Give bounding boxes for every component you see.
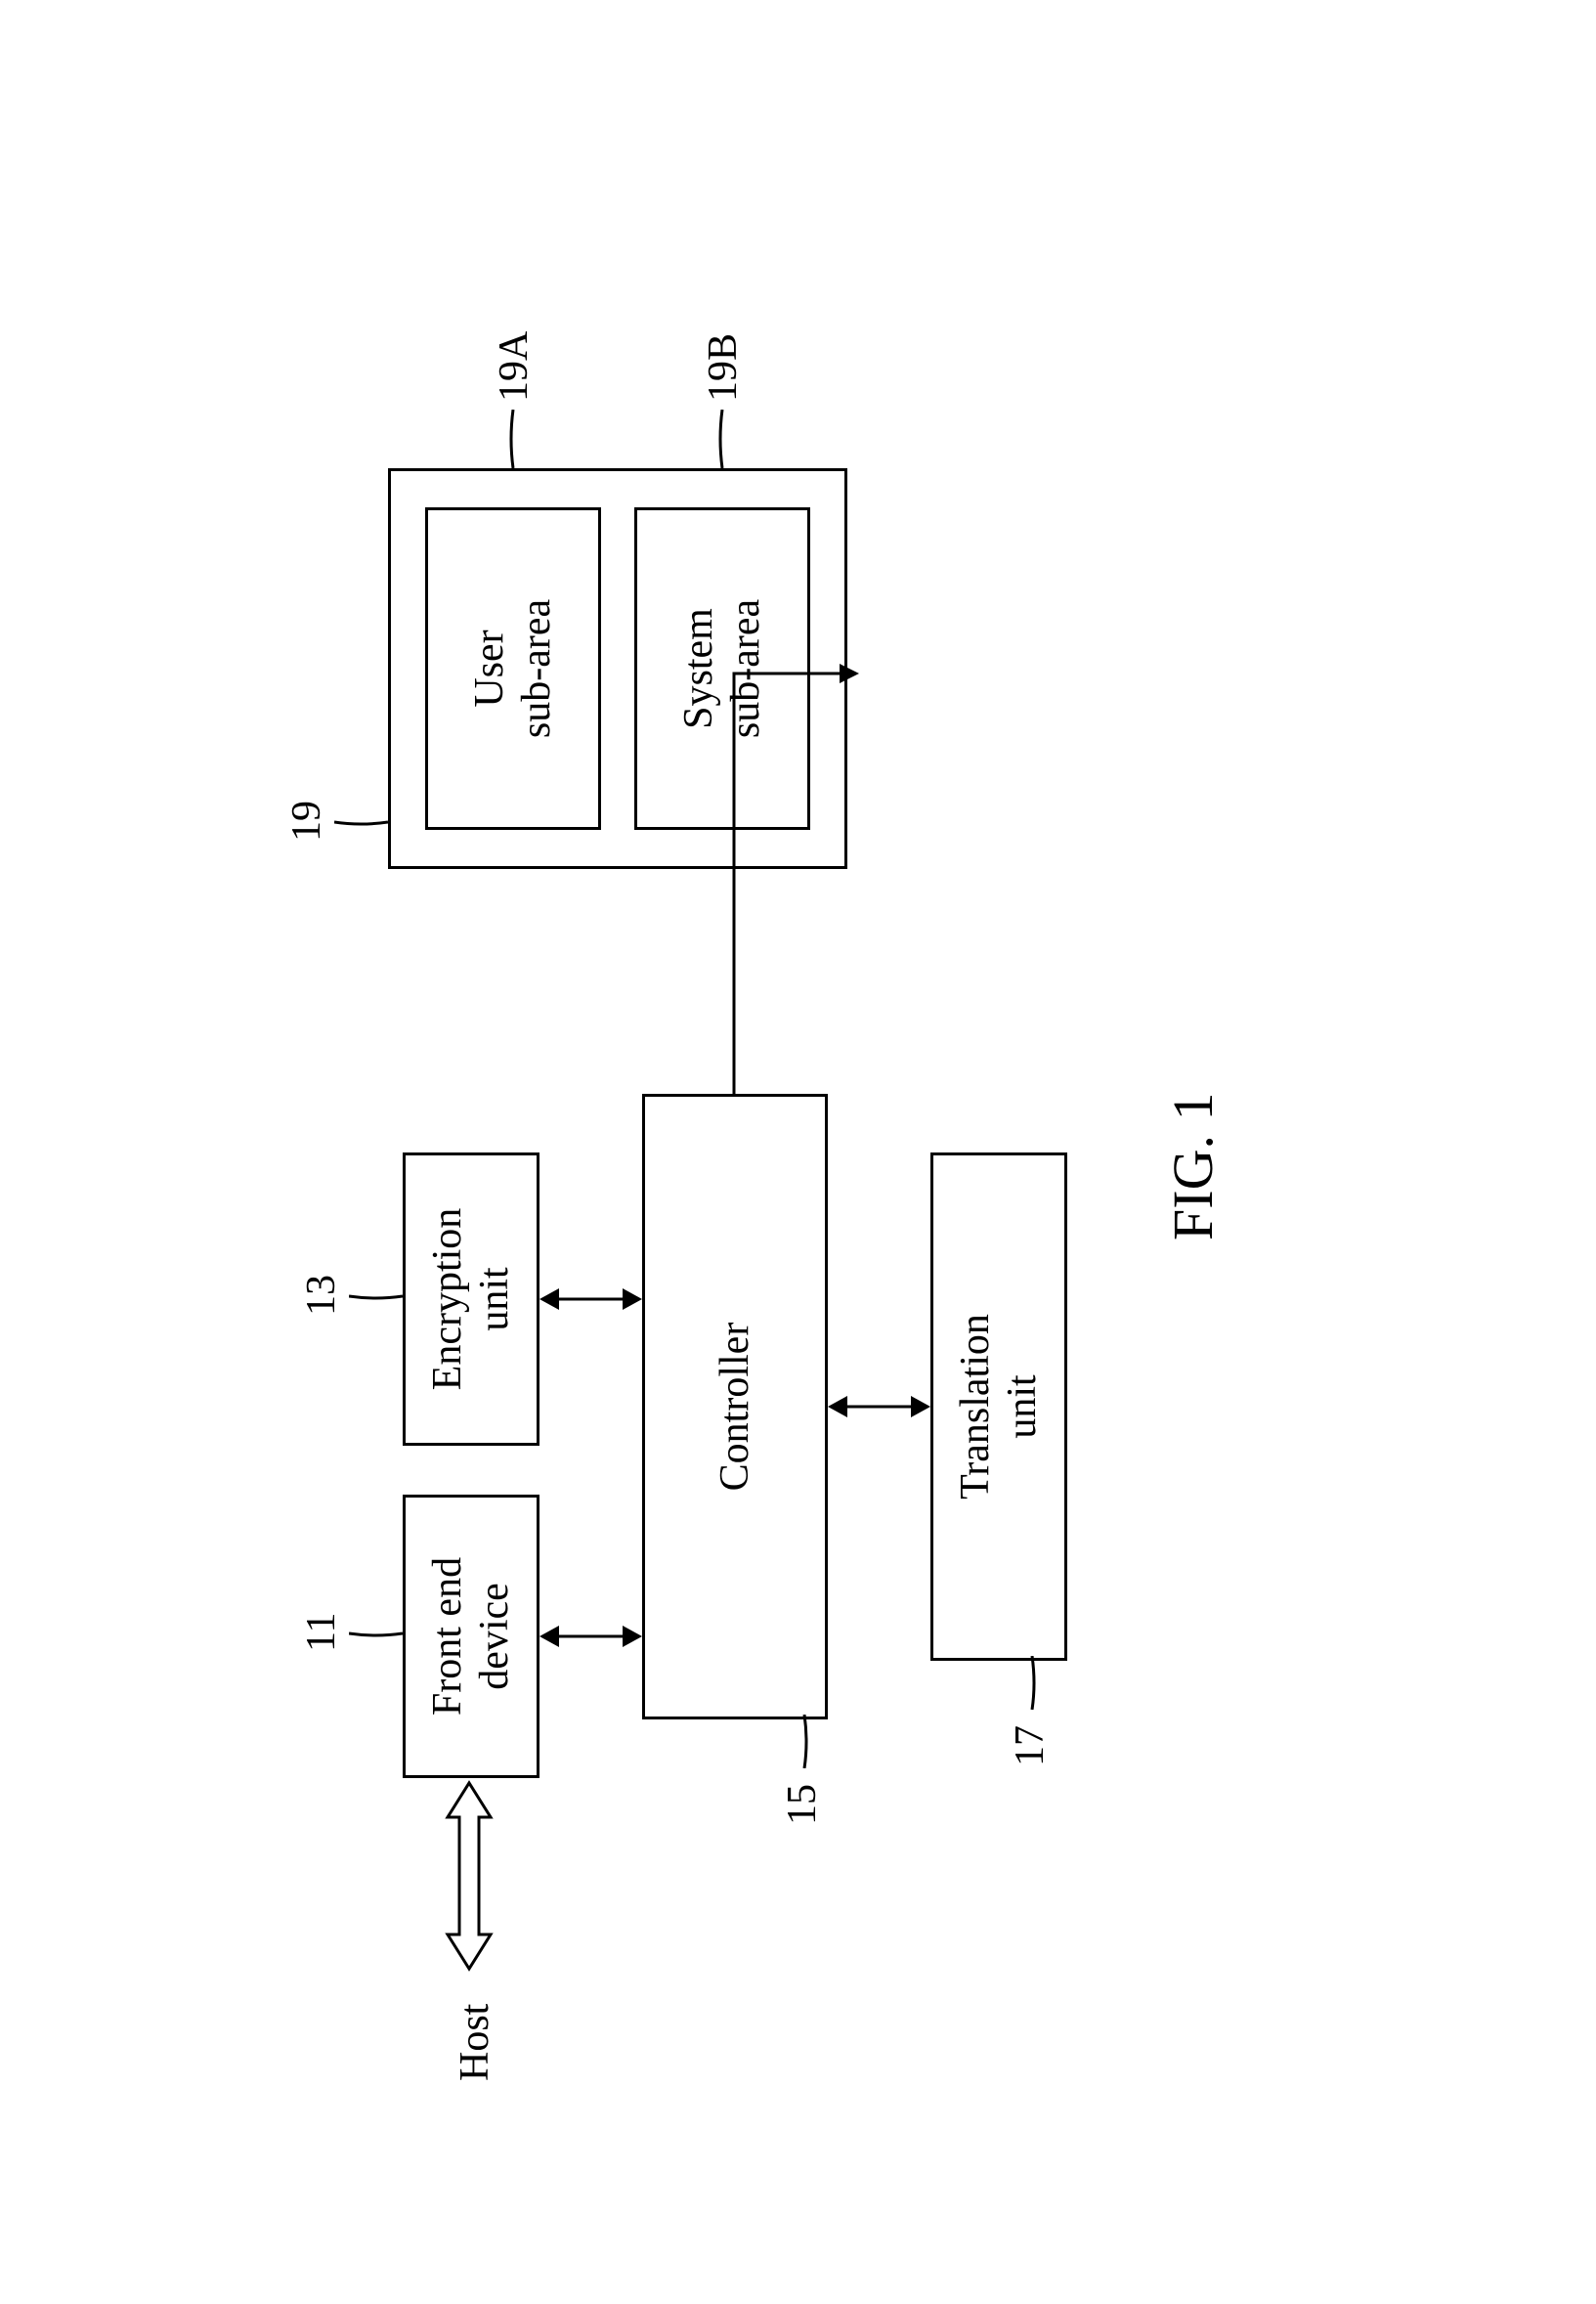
block-diagram: Host Front enddevice 11 Encryptionunit 1… <box>212 175 1385 2130</box>
controller-box: Controller <box>642 1094 828 1719</box>
user-area-label: Usersub-area <box>466 598 560 737</box>
controller-translation-arrow <box>828 1392 930 1421</box>
translation-box: Translationunit <box>930 1152 1067 1661</box>
translation-label: Translationunit <box>952 1314 1046 1500</box>
host-label: Host <box>452 2003 498 2080</box>
ref-19b: 19B <box>700 332 747 401</box>
ref-line-19b <box>716 410 728 468</box>
ref-19: 19 <box>283 801 330 842</box>
encryption-controller-arrow <box>539 1284 642 1314</box>
user-area-box: Usersub-area <box>425 507 601 830</box>
front-end-label: Front enddevice <box>424 1556 518 1715</box>
ref-line-17 <box>1026 1656 1038 1710</box>
ref-line-15 <box>798 1715 810 1768</box>
ref-line-13 <box>349 1290 403 1302</box>
ref-11: 11 <box>298 1612 345 1651</box>
ref-15: 15 <box>779 1784 826 1825</box>
host-frontend-arrow <box>440 1778 498 1974</box>
encryption-box: Encryptionunit <box>403 1152 539 1446</box>
ref-line-19 <box>334 816 388 828</box>
ref-17: 17 <box>1007 1725 1054 1766</box>
frontend-controller-arrow <box>539 1622 642 1651</box>
front-end-box: Front enddevice <box>403 1495 539 1778</box>
encryption-label: Encryptionunit <box>424 1207 518 1390</box>
ref-line-19a <box>507 410 519 468</box>
controller-label: Controller <box>712 1322 758 1491</box>
ref-13: 13 <box>298 1275 345 1316</box>
figure-caption: FIG. 1 <box>1160 1092 1226 1239</box>
ref-19a: 19A <box>491 330 538 401</box>
controller-storage-arrow <box>730 664 867 1094</box>
ref-line-11 <box>349 1628 403 1639</box>
